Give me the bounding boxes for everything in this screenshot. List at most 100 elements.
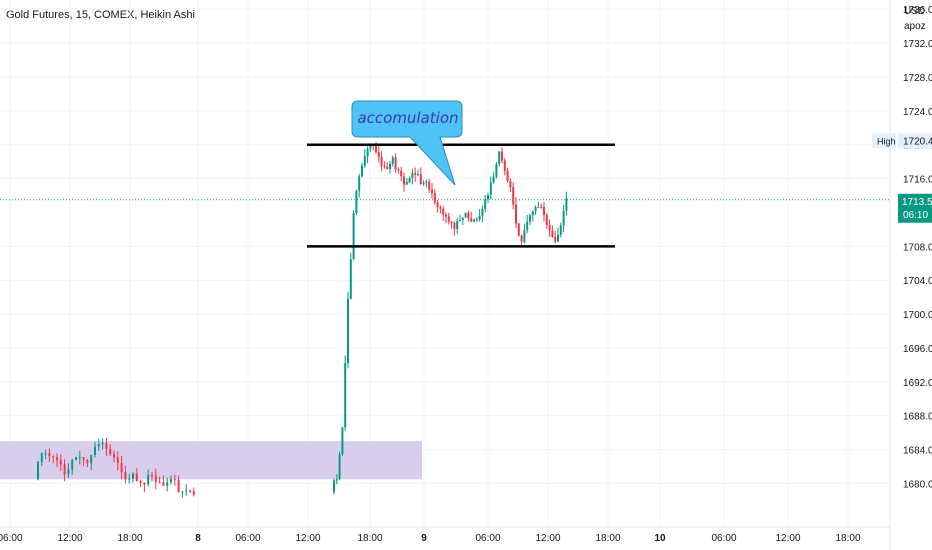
- callout-bubble: [351, 100, 463, 186]
- candle-body: [557, 234, 559, 242]
- candle-body: [369, 144, 372, 149]
- candle-body: [391, 157, 394, 164]
- candle-body: [192, 491, 195, 495]
- callout-text: accomulation: [357, 109, 458, 127]
- candle-body: [94, 446, 96, 456]
- high-badge-label: High: [877, 136, 896, 146]
- candle-body: [517, 223, 520, 236]
- candle-body: [386, 166, 389, 170]
- time-tick: 06:00: [235, 533, 260, 544]
- candle-body: [166, 482, 169, 486]
- currency-label[interactable]: USD: [904, 6, 926, 17]
- candle-body: [389, 163, 391, 170]
- candle-body: [162, 482, 165, 486]
- time-tick: 18:00: [357, 533, 382, 544]
- time-tick: 12:00: [535, 533, 560, 544]
- candle-body: [361, 165, 363, 177]
- candle-body: [459, 220, 461, 222]
- candle-body: [442, 208, 445, 215]
- candle-body: [554, 236, 557, 242]
- candle-body: [86, 459, 89, 464]
- price-tick: 1728.0: [903, 73, 932, 84]
- candle-body: [478, 215, 481, 220]
- candle-body: [124, 472, 127, 480]
- candle-body: [405, 182, 408, 185]
- candles: [37, 142, 568, 498]
- time-tick: 18:00: [835, 533, 860, 544]
- candle-body: [534, 206, 537, 212]
- candle-body: [467, 212, 470, 219]
- time-tick: 06:00: [711, 533, 736, 544]
- candle-body: [473, 219, 475, 222]
- price-tick: 1724.0: [903, 107, 932, 118]
- price-tick: 1704.0: [903, 276, 932, 287]
- candle-body: [181, 491, 184, 493]
- candle-body: [447, 216, 450, 222]
- candle-body: [414, 173, 417, 175]
- candle-body: [59, 459, 62, 465]
- candle-body: [470, 218, 473, 222]
- candle-body: [128, 478, 131, 480]
- candle-body: [551, 230, 554, 237]
- candle-body: [489, 182, 492, 195]
- high-value: 1720.4: [903, 136, 932, 147]
- candle-body: [338, 454, 341, 480]
- last-price-badge: 1713.5 06:10: [898, 193, 932, 223]
- candle-body: [495, 164, 498, 177]
- candle-body: [509, 180, 512, 188]
- candle-body: [97, 444, 100, 447]
- candle-body: [397, 169, 400, 171]
- candle-body: [177, 479, 180, 493]
- price-tick: 1688.0: [903, 412, 932, 423]
- candle-body: [394, 157, 397, 170]
- price-tick: 1696.0: [903, 344, 932, 355]
- candle-body: [529, 215, 531, 222]
- candle-body: [383, 166, 386, 168]
- time-tick: 06:00: [475, 533, 500, 544]
- candle-body: [377, 152, 380, 157]
- candle-body: [56, 457, 58, 460]
- candle-body: [545, 215, 548, 226]
- candle-body: [63, 464, 66, 475]
- scale-mode-label[interactable]: apoz: [904, 21, 926, 32]
- candle-body: [461, 217, 464, 221]
- candle-body: [403, 176, 405, 185]
- price-tick: 1732.0: [903, 39, 932, 50]
- candle-body: [445, 214, 447, 217]
- candle-body: [562, 210, 565, 226]
- price-tick: 1708.0: [903, 242, 932, 253]
- candle-body: [450, 221, 453, 223]
- candle-body: [120, 463, 123, 473]
- time-tick: 06:00: [0, 533, 23, 544]
- candle-body: [363, 156, 366, 166]
- high-badge[interactable]: High 1720.4: [872, 133, 932, 149]
- time-tick: 12:00: [57, 533, 82, 544]
- candle-body: [358, 176, 361, 191]
- grid-horizontal: [0, 8, 890, 484]
- candle-body: [341, 427, 344, 455]
- candle-body: [548, 225, 551, 231]
- callout[interactable]: accomulation: [351, 100, 463, 186]
- candle-body: [344, 362, 347, 428]
- grid-vertical: [9, 0, 849, 527]
- price-tick: 1700.0: [903, 310, 932, 321]
- price-tick: 1680.0: [903, 480, 932, 491]
- candle-body: [52, 456, 55, 458]
- candle-body: [523, 230, 526, 242]
- bar-countdown: 06:10: [903, 210, 928, 221]
- candle-body: [355, 190, 358, 214]
- candle-body: [78, 457, 81, 459]
- candle-body: [422, 182, 425, 185]
- candle-body: [71, 459, 74, 470]
- candle-body: [185, 490, 188, 492]
- candle-body: [526, 221, 529, 231]
- candle-body: [143, 482, 146, 485]
- candle-body: [101, 442, 104, 445]
- support-zone[interactable]: [0, 441, 422, 480]
- candle-body: [82, 457, 85, 460]
- candle-body: [105, 442, 108, 449]
- candle-body: [135, 473, 138, 481]
- high-value-bg: [898, 133, 932, 149]
- candle-body: [501, 151, 503, 161]
